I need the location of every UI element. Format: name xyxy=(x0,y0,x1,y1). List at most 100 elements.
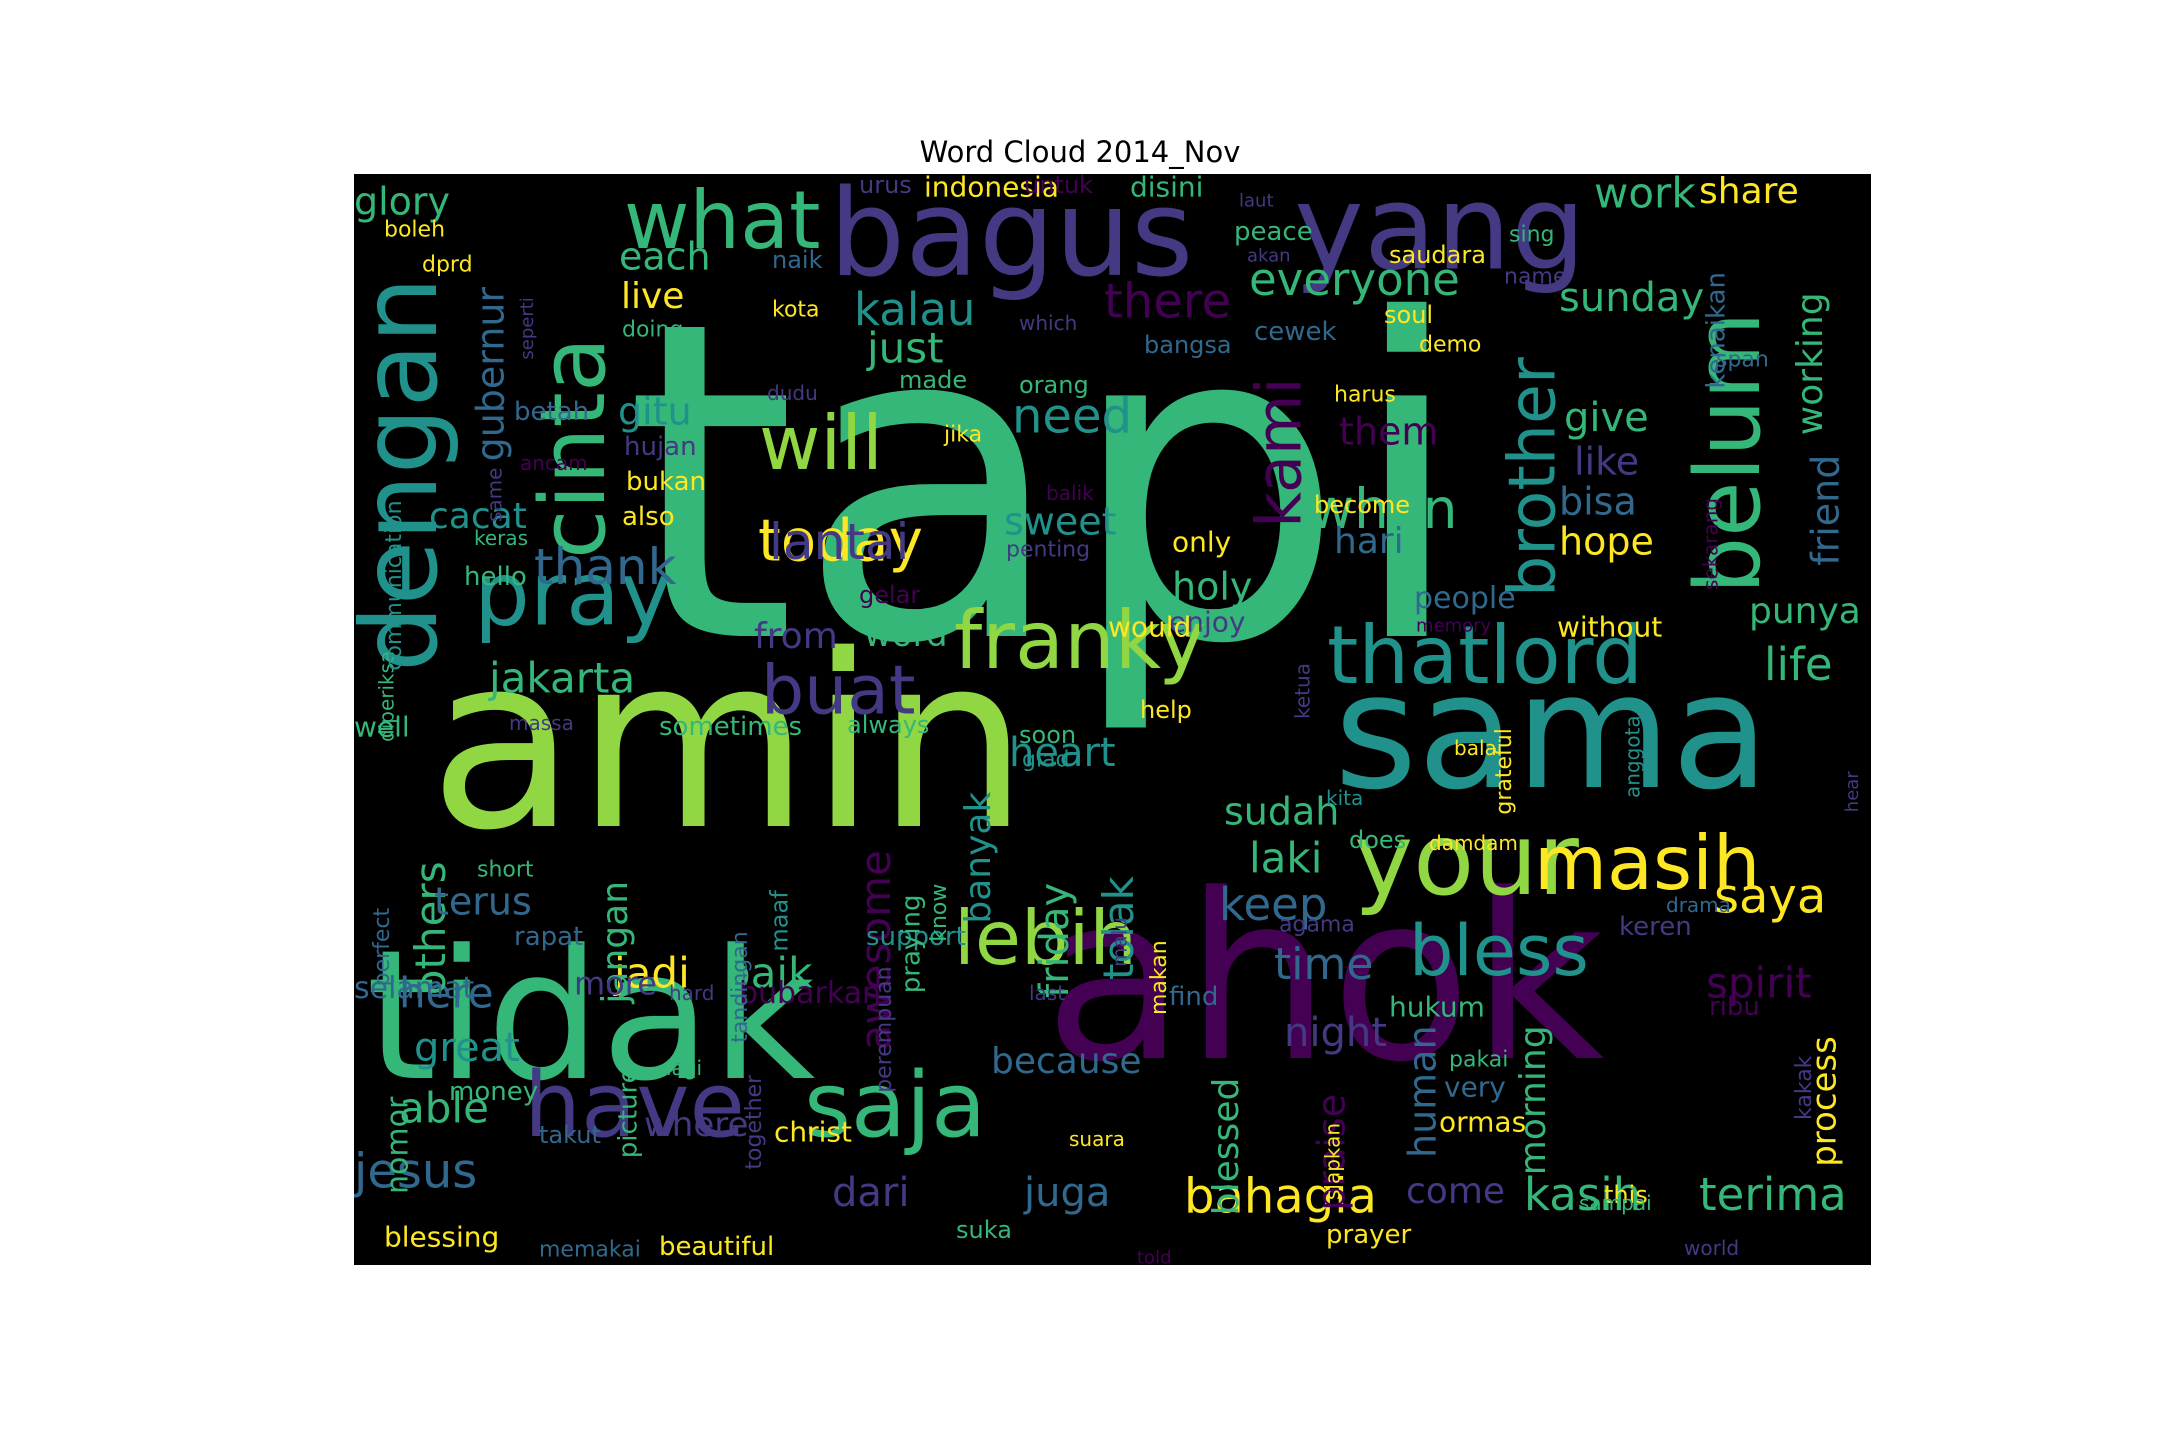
word-sweet: sweet xyxy=(1004,499,1117,543)
word-disini: disini xyxy=(1130,174,1203,203)
word-prayer: prayer xyxy=(1326,1220,1412,1250)
word-yang: yang xyxy=(1294,174,1586,296)
word-perfect: perfect xyxy=(370,907,395,986)
word-gelar: gelar xyxy=(859,581,920,609)
word-what: what xyxy=(624,174,821,267)
word-jadi: jadi xyxy=(613,949,690,998)
word-cacat: cacat xyxy=(429,496,527,537)
word-which: which xyxy=(1019,311,1077,335)
word-bahagia: bahagia xyxy=(1184,1168,1377,1224)
word-last: last xyxy=(1029,981,1065,1005)
word-balik: balik xyxy=(1046,481,1094,505)
word-anggota: anggota xyxy=(1621,715,1645,798)
word-penting: penting xyxy=(1006,538,1090,563)
word-human: human xyxy=(1401,1025,1445,1158)
word-baik: baik xyxy=(724,949,813,998)
word-belum: belum xyxy=(1676,312,1781,594)
word-bukan: bukan xyxy=(626,467,706,497)
word-memakai: memakai xyxy=(539,1238,641,1263)
word-jakarta: jakarta xyxy=(488,654,635,703)
word-sekarang: sekarang xyxy=(1699,498,1723,590)
word-dari: dari xyxy=(832,1170,909,1216)
word-demo: demo xyxy=(1419,333,1481,358)
word-sing: sing xyxy=(1509,223,1554,248)
word-selamat: selamat xyxy=(354,971,474,1006)
word-keren: keren xyxy=(1619,912,1692,942)
word-seperti: seperti xyxy=(517,297,538,359)
word-cewek: cewek xyxy=(1254,317,1337,347)
word-kakak: kakak xyxy=(1792,1055,1817,1120)
word-night: night xyxy=(1284,1010,1387,1056)
word-massa: massa xyxy=(509,711,574,735)
word-cloud: tapi amin ahok tidak sama dengan bagus yang cint… xyxy=(354,174,1871,1265)
word-others: others xyxy=(406,861,455,995)
word-share: share xyxy=(1699,174,1799,212)
word-glory: glory xyxy=(354,179,450,223)
word-kenaikan: kenaikan xyxy=(1701,272,1731,389)
word-spirit: spirit xyxy=(1706,959,1812,1008)
word-memory: memory xyxy=(1416,615,1492,636)
word-process: process xyxy=(1805,1036,1845,1167)
word-here: here xyxy=(399,969,494,1018)
word-lebih: lebih xyxy=(954,894,1137,982)
word-brother: brother xyxy=(1496,357,1571,597)
chart-title: Word Cloud 2014_Nov xyxy=(919,135,1241,169)
word-hujan: hujan xyxy=(624,432,697,462)
word-life: life xyxy=(1764,638,1833,691)
word-friend: friend xyxy=(1804,455,1848,566)
word-bubarkan: bubarkan xyxy=(739,976,881,1011)
word-your: your xyxy=(1354,801,1580,918)
word-today: today xyxy=(758,506,923,574)
word-give: give xyxy=(1564,395,1649,441)
word-sampai: sampai xyxy=(1579,1191,1652,1215)
word-betah: betah xyxy=(514,397,589,427)
word-dprd: dprd xyxy=(422,253,473,278)
word-kami: kami xyxy=(1242,377,1315,527)
word-where: where xyxy=(644,1105,748,1145)
word-great: great xyxy=(414,1025,520,1071)
word-bangsa: bangsa xyxy=(1144,331,1232,359)
word-time: time xyxy=(1274,939,1373,990)
word-sudah: sudah xyxy=(1224,789,1339,833)
word-lagi: lagi xyxy=(666,1056,702,1080)
word-when: when xyxy=(1309,477,1458,541)
word-buat: buat xyxy=(761,651,916,730)
word-praise: praise xyxy=(1310,1094,1354,1211)
word-help: help xyxy=(1140,696,1192,724)
word-hard: hard xyxy=(669,981,715,1005)
word-awesome: awesome xyxy=(851,850,900,1050)
word-peace: peace xyxy=(1234,217,1313,247)
word-juga: juga xyxy=(1023,1170,1110,1216)
word-everyone: everyone xyxy=(1249,253,1460,306)
word-takut: takut xyxy=(539,1121,601,1149)
word-world: world xyxy=(1684,1236,1739,1260)
word-people: people xyxy=(1414,581,1516,616)
word-working: working xyxy=(1790,292,1831,435)
word-dengan: dengan xyxy=(354,277,461,672)
word-ahok: ahok xyxy=(1044,846,1605,1113)
word-sama: sama xyxy=(1334,638,1769,825)
word-bagus: bagus xyxy=(829,174,1193,304)
word-lantai: lantai xyxy=(769,513,909,571)
word-bless: bless xyxy=(1409,910,1589,992)
word-enjoy: enjoy xyxy=(1169,605,1245,638)
word-would: would xyxy=(1108,610,1191,643)
word-perempuan: perempuan xyxy=(872,966,897,1092)
word-grateful: grateful xyxy=(1492,728,1517,814)
word-orang: orang xyxy=(1019,371,1089,399)
word-without: without xyxy=(1557,610,1662,643)
word-terus: terus xyxy=(434,879,532,923)
word-able: able xyxy=(399,1084,489,1133)
word-doing: doing xyxy=(622,318,683,343)
word-picture: picture xyxy=(613,1067,643,1158)
word-jesus: jesus xyxy=(354,1143,477,1199)
word-name: name xyxy=(1504,265,1566,290)
word-nomor: nomor xyxy=(380,1096,415,1194)
word-blessed: blessed xyxy=(1206,1078,1247,1216)
word-kalau: kalau xyxy=(854,283,975,336)
word-beautiful: beautiful xyxy=(659,1232,774,1262)
word-keras: keras xyxy=(474,526,528,550)
word-support: support xyxy=(866,922,966,952)
word-suka: suka xyxy=(956,1216,1012,1244)
